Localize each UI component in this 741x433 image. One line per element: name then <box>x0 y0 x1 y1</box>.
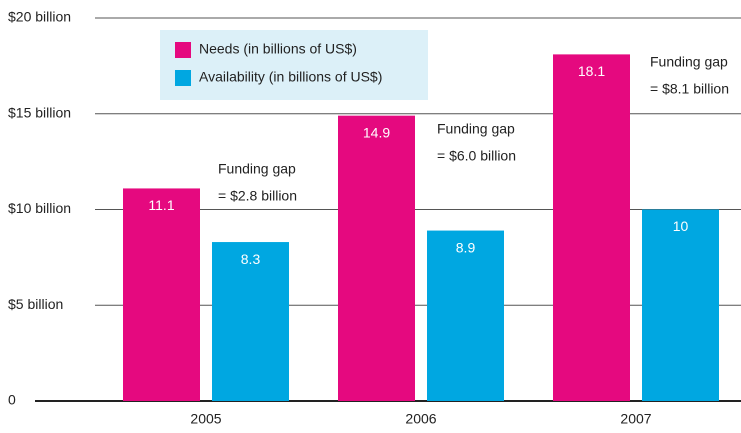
bar <box>123 188 200 401</box>
legend-swatch <box>175 42 191 58</box>
bar <box>427 230 504 401</box>
legend-label: Needs (in billions of US$) <box>199 41 357 57</box>
data-label: 14.9 <box>363 124 390 140</box>
annotation: = $2.8 billion <box>218 188 297 204</box>
data-label: 10 <box>673 218 689 234</box>
y-tick-label: $20 billion <box>8 9 71 25</box>
annotation: Funding gap <box>650 54 728 70</box>
bar <box>553 54 630 401</box>
annotation: Funding gap <box>218 161 296 177</box>
data-label: 11.1 <box>148 197 174 213</box>
bar <box>212 242 289 401</box>
legend-box <box>160 30 428 100</box>
y-tick-label: $15 billion <box>8 104 71 120</box>
data-label: 8.3 <box>241 251 261 267</box>
x-tick-label: 2007 <box>620 411 651 427</box>
annotation: = $6.0 billion <box>437 148 516 164</box>
legend-swatch <box>175 70 191 86</box>
annotation: = $8.1 billion <box>650 81 729 97</box>
x-tick-label: 2006 <box>405 411 436 427</box>
data-label: 18.1 <box>578 63 605 79</box>
annotation: Funding gap <box>437 121 515 137</box>
y-tick-label: $5 billion <box>8 296 63 312</box>
bar <box>338 115 415 401</box>
legend-label: Availability (in billions of US$) <box>199 69 382 85</box>
y-tick-label: 0 <box>8 392 16 408</box>
bar <box>642 209 719 401</box>
x-tick-label: 2005 <box>190 411 221 427</box>
data-label: 8.9 <box>456 239 476 255</box>
y-tick-label: $10 billion <box>8 200 71 216</box>
